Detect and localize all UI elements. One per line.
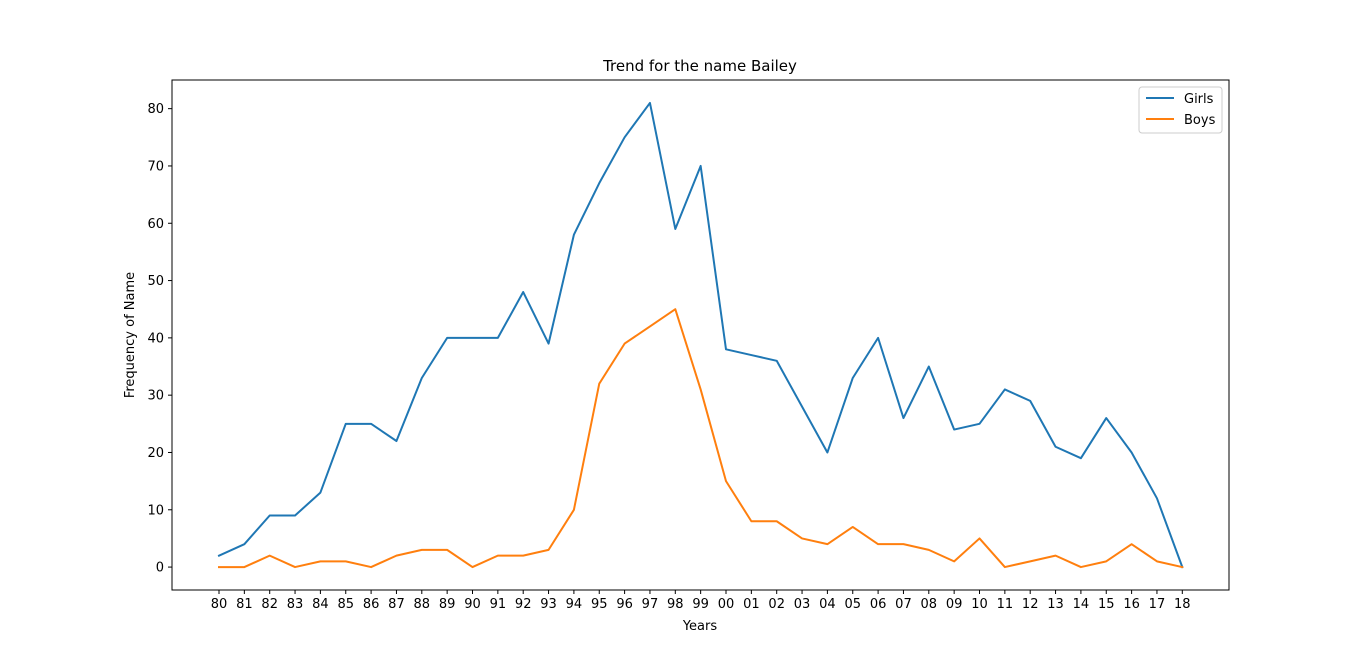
y-tick-label: 30 xyxy=(147,389,164,404)
x-tick-label: 86 xyxy=(363,597,380,612)
y-tick-label: 50 xyxy=(147,274,164,289)
x-tick-label: 15 xyxy=(1098,597,1115,612)
x-tick-label: 09 xyxy=(946,597,963,612)
x-tick-label: 95 xyxy=(591,597,608,612)
x-tick-label: 17 xyxy=(1149,597,1166,612)
x-tick-label: 92 xyxy=(515,597,532,612)
x-tick-label: 13 xyxy=(1047,597,1064,612)
y-tick-label: 40 xyxy=(147,331,164,346)
chart-title: Trend for the name Bailey xyxy=(602,57,797,75)
x-tick-label: 97 xyxy=(642,597,659,612)
x-tick-label: 85 xyxy=(337,597,354,612)
x-tick-label: 04 xyxy=(819,597,836,612)
legend: Girls Boys xyxy=(1138,86,1223,134)
x-tick-label: 06 xyxy=(870,597,887,612)
series-line-boys xyxy=(218,308,1184,569)
y-tick-label: 20 xyxy=(147,446,164,461)
x-tick-label: 89 xyxy=(439,597,456,612)
x-tick-label: 05 xyxy=(844,597,861,612)
x-tick-label: 91 xyxy=(490,597,507,612)
y-tick-label: 0 xyxy=(156,561,164,576)
x-tick-label: 07 xyxy=(895,597,912,612)
x-tick-label: 02 xyxy=(768,597,785,612)
x-tick-label: 14 xyxy=(1073,597,1090,612)
y-tick-label: 10 xyxy=(147,503,164,518)
x-tick-label: 03 xyxy=(794,597,811,612)
y-tick-label: 70 xyxy=(147,159,164,174)
x-tick-label: 16 xyxy=(1123,597,1140,612)
x-tick-label: 81 xyxy=(236,597,253,612)
y-tick-label: 80 xyxy=(147,102,164,117)
x-tick-label: 96 xyxy=(616,597,633,612)
x-tick-label: 82 xyxy=(261,597,278,612)
x-tick-label: 12 xyxy=(1022,597,1039,612)
x-tick-label: 80 xyxy=(211,597,228,612)
x-tick-label: 10 xyxy=(971,597,988,612)
x-tick-label: 08 xyxy=(921,597,938,612)
y-tick-label: 60 xyxy=(147,217,164,232)
x-tick-label: 11 xyxy=(997,597,1014,612)
series-line-girls xyxy=(217,101,1184,569)
plot-frame xyxy=(171,79,1230,591)
x-tick-label: 98 xyxy=(667,597,684,612)
x-tick-label: 94 xyxy=(566,597,583,612)
x-tick-label: 87 xyxy=(388,597,405,612)
x-tick-label: 84 xyxy=(312,597,329,612)
legend-label-girls: Girls xyxy=(1184,92,1214,107)
x-tick-label: 99 xyxy=(692,597,709,612)
x-tick-label: 88 xyxy=(414,597,431,612)
x-tick-label: 93 xyxy=(540,597,557,612)
x-tick-label: 01 xyxy=(743,597,760,612)
y-axis-label: Frequency of Name xyxy=(123,272,138,398)
legend-label-boys: Boys xyxy=(1184,113,1216,128)
x-tick-label: 18 xyxy=(1174,597,1191,612)
x-tick-label: 90 xyxy=(464,597,481,612)
x-axis-label: Years xyxy=(682,619,718,634)
x-tick-label: 00 xyxy=(718,597,735,612)
x-tick-label: 83 xyxy=(287,597,304,612)
